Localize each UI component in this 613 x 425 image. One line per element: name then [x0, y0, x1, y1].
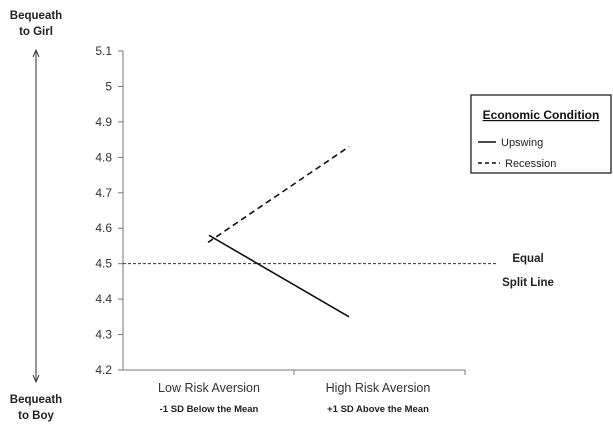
y-tick-label: 4.9: [95, 115, 112, 129]
legend-box: [470, 94, 612, 174]
y-tick-label: 5: [105, 79, 112, 93]
top-direction-label-line1: Bequeath: [10, 10, 62, 22]
bottom-direction-label-line1: Bequeath: [10, 394, 62, 406]
category-sublabel-low: -1 SD Below the Mean: [160, 404, 259, 415]
top-direction-label-line2: to Girl: [19, 26, 53, 38]
equal-split-label-line2: Split Line: [502, 277, 554, 289]
legend-label-recession: Recession: [505, 158, 556, 170]
y-tick-label: 4.4: [95, 292, 112, 306]
y-tick-label: 4.5: [95, 257, 112, 271]
series-line-upswing: [208, 234, 350, 318]
y-tick-label: 4.2: [95, 363, 112, 377]
equal-split-label-line1: Equal: [512, 253, 543, 265]
bottom-direction-label-line2: to Boy: [18, 410, 54, 422]
legend-title: Economic Condition: [483, 108, 600, 122]
y-tick-label: 4.6: [95, 221, 112, 235]
direction-arrow-head-top: [32, 48, 40, 58]
category-label-high: High Risk Aversion: [326, 381, 431, 395]
y-tick-label: 4.8: [95, 150, 112, 164]
y-tick-label: 4.3: [95, 328, 112, 342]
category-label-low: Low Risk Aversion: [158, 381, 260, 395]
direction-arrow-head-bottom: [32, 374, 40, 384]
y-tick-label: 4.7: [95, 186, 112, 200]
legend-label-upswing: Upswing: [501, 137, 543, 149]
category-sublabel-high: +1 SD Above the Mean: [327, 404, 429, 415]
y-tick-label: 5.1: [95, 44, 112, 58]
legend: Economic Condition Upswing Recession: [470, 94, 612, 174]
series-line-recession: [207, 146, 350, 244]
